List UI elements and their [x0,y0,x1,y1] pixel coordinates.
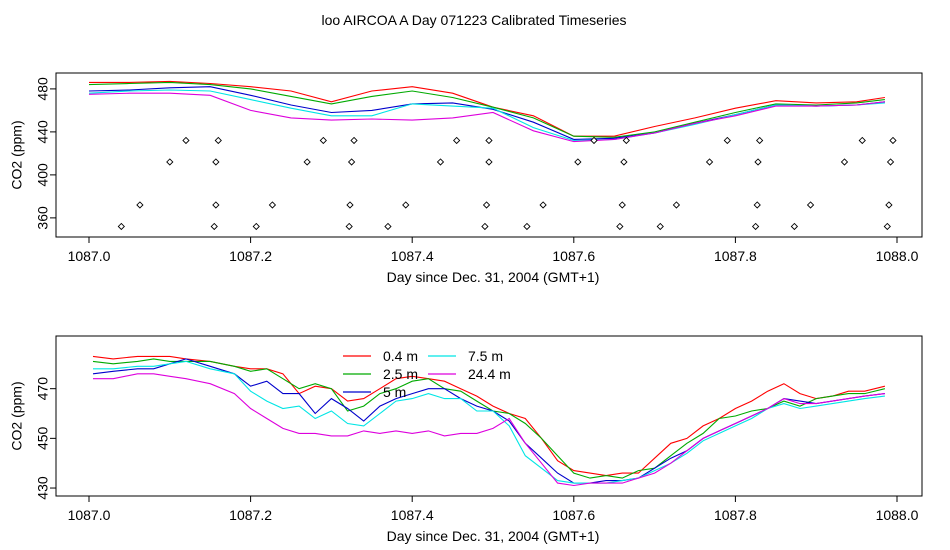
y-axis-label: CO2 (ppm) [9,381,25,450]
series-line-1 [92,355,886,477]
y-axis-label: CO2 (ppm) [9,120,25,189]
data-marker [346,201,354,209]
x-tick-label: 1088.0 [876,507,919,523]
series-line-4 [93,360,885,484]
data-marker [753,201,761,209]
bottom-panel: 1087.0 1087.2 1087.4 1087.6 1087.8 1088.0 430 4… [9,335,923,544]
data-marker [806,201,815,209]
x-tick-label: 1087.4 [391,507,434,523]
data-marker [453,136,461,145]
data-marker [723,136,731,145]
data-marker [347,158,356,166]
x-axis-label: Day since Dec. 31, 2004 (GMT+1) [387,528,600,544]
x-tick-label: 1087.2 [229,248,272,264]
data-marker [889,136,897,145]
data-marker [618,201,626,209]
data-marker [523,222,531,231]
series-line-2 [92,358,886,479]
data-marker [616,222,624,231]
series-line-5 [88,92,885,143]
data-marker [436,158,445,166]
data-marker [620,158,628,166]
data-marker [319,136,327,145]
data-marker [482,201,491,209]
legend-label: 5 m [383,384,406,400]
data-marker [303,158,311,166]
data-marker [705,158,714,166]
y-tick-label: 440 [35,120,51,144]
y-tick-label: 450 [35,426,51,450]
data-marker [756,136,764,145]
data-marker [212,201,220,209]
data-marker [622,136,630,145]
data-marker [672,201,681,209]
data-marker [345,222,353,231]
y-tick-label: 480 [35,77,51,101]
data-marker [883,222,891,231]
data-marker [252,222,260,231]
data-marker [885,201,893,209]
x-tick-label: 1087.0 [68,248,111,264]
series-line-4 [88,89,885,142]
data-marker [136,201,144,209]
legend-label: 7.5 m [468,348,503,364]
data-marker [268,201,277,209]
x-tick-label: 1087.2 [229,507,272,523]
legend-label: 24.4 m [468,366,511,382]
x-tick-label: 1088.0 [876,248,919,264]
data-marker [590,136,598,145]
data-marker [574,158,582,166]
data-marker [210,222,218,231]
data-marker [858,136,866,145]
data-marker [212,158,220,166]
x-tick-label: 1087.0 [68,507,111,523]
data-marker [790,222,799,231]
y-tick-label: 360 [35,206,51,230]
data-marker [384,222,392,231]
data-marker [214,136,222,145]
data-marker [539,201,547,209]
top-panel: 1087.0 1087.2 1087.4 1087.6 1087.8 1088.0 360 4… [9,72,923,285]
x-tick-label: 1087.6 [552,248,595,264]
legend-label: 2.5 m [383,366,418,382]
data-marker [182,136,190,145]
data-marker [751,222,760,231]
data-marker [840,158,849,166]
y-tick-label: 470 [35,377,51,401]
plot-frame [55,335,923,497]
y-tick-label: 400 [35,163,51,187]
data-marker [485,158,493,166]
x-tick-label: 1087.8 [714,507,757,523]
data-marker [481,222,489,231]
data-marker [117,222,125,231]
data-marker [754,158,762,166]
series-line-2 [88,81,885,138]
y-tick-label: 430 [35,476,51,500]
x-tick-label: 1087.6 [552,507,595,523]
legend-label: 0.4 m [383,348,418,364]
x-tick-label: 1087.4 [391,248,434,264]
data-marker [656,222,664,231]
x-axis-label: Day since Dec. 31, 2004 (GMT+1) [387,269,600,285]
figure-title: loo AIRCOA A Day 071223 Calibrated Times… [321,12,626,28]
data-marker [350,136,358,145]
data-marker [402,201,410,209]
data-marker [485,136,493,145]
plot-frame [55,72,923,238]
series-line-5 [93,373,885,487]
x-tick-label: 1087.8 [714,248,757,264]
data-marker [166,158,174,166]
data-marker [886,158,895,166]
